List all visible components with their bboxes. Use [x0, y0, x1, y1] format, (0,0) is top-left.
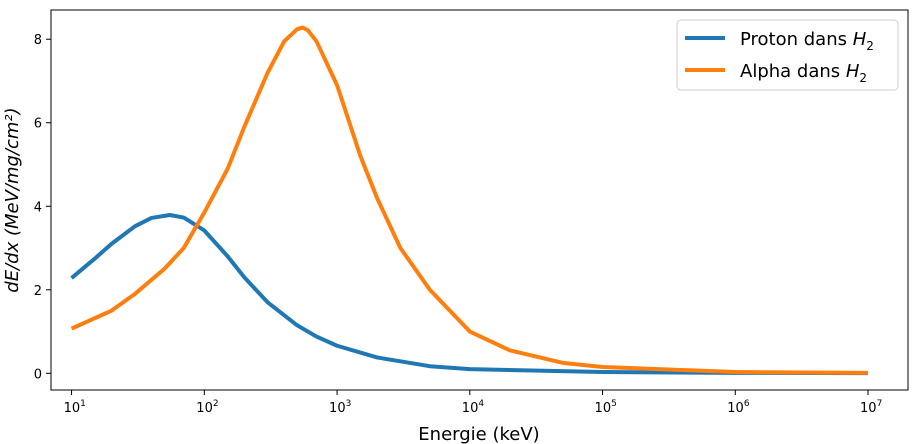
y-tick-label: 6 — [34, 117, 42, 132]
plot-frame — [50, 9, 909, 391]
x-tick-label: 106 — [727, 399, 750, 416]
y-axis-label: dE/dx (MeV/mg/cm²) — [2, 107, 23, 292]
legend-label-alpha: Alpha dans H2 — [740, 61, 867, 85]
x-tick-label: 102 — [196, 399, 218, 416]
x-tick-label: 107 — [860, 399, 882, 416]
y-tick-label: 4 — [34, 200, 42, 215]
x-tick-label: 104 — [462, 399, 485, 416]
x-axis-label: Energie (keV) — [418, 424, 539, 444]
legend-label-proton: Proton dans H2 — [740, 29, 874, 53]
x-tick-label: 105 — [595, 399, 617, 416]
y-tick-label: 8 — [34, 33, 42, 48]
x-tick-label: 103 — [329, 399, 351, 416]
series-line-alpha — [70, 25, 869, 375]
x-tick-label: 101 — [64, 399, 86, 416]
y-tick-label: 0 — [34, 367, 42, 382]
legend: Proton dans H2 Alpha dans H2 — [676, 19, 899, 91]
chart-lines — [70, 25, 869, 376]
x-axis-ticks: 101 102 103 104 105 106 107 — [64, 390, 882, 416]
series-line-proton — [70, 213, 869, 376]
legend-box — [676, 19, 899, 91]
y-tick-label: 2 — [34, 284, 42, 299]
y-axis-ticks: 0 2 4 6 8 — [34, 33, 51, 382]
